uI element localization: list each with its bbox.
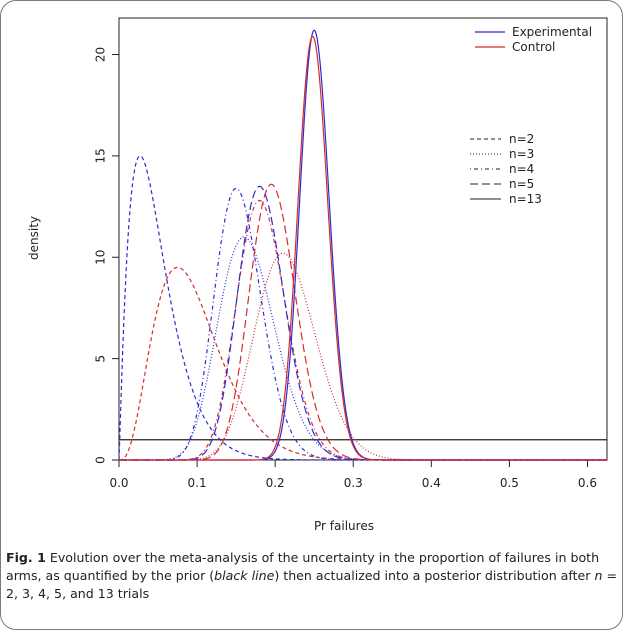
- x-axis-label: Pr failures: [314, 519, 374, 533]
- x-tick-label-2: 0.2: [266, 476, 285, 490]
- caption-text-1: Evolution over the meta-analysis of the …: [6, 550, 600, 583]
- legend-trial-label-0: n=2: [509, 132, 534, 146]
- legend-trial-label-1: n=3: [509, 147, 534, 161]
- density-chart: 0.0 0.1 0.2 0.3 0.4 0.5 0.6 0 5 10 15 20 Experiment…: [27, 17, 608, 533]
- legend-trial-label-2: n=4: [509, 162, 534, 176]
- y-tick-label-0: 0: [94, 456, 108, 464]
- x-tick-label-6: 0.6: [578, 476, 597, 490]
- x-tick-label-3: 0.3: [344, 476, 363, 490]
- legend-trial-label-4: n=13: [509, 192, 542, 206]
- y-axis-label: density: [27, 216, 41, 260]
- curve-experimental-n13: [119, 29, 607, 461]
- curve-control-n4: [119, 199, 607, 461]
- x-tick-label-4: 0.4: [422, 476, 441, 490]
- curve-control-n3: [119, 252, 607, 461]
- x-tick-label-5: 0.5: [500, 476, 519, 490]
- y-tick-label-1: 5: [94, 355, 108, 363]
- curve-control-n2: [118, 266, 607, 461]
- plot-box: [118, 17, 608, 461]
- curve-control-n5: [119, 183, 607, 461]
- caption-figure-label: Fig. 1: [6, 550, 46, 565]
- caption-n: n: [594, 568, 603, 583]
- x-tick-label-0: 0.0: [109, 476, 128, 490]
- y-tick-label-4: 20: [94, 47, 108, 62]
- curve-experimental-n4: [119, 187, 607, 461]
- legend-trial-label-3: n=5: [509, 177, 534, 191]
- caption-black-line: black line: [214, 568, 275, 583]
- x-tick-label-1: 0.1: [188, 476, 207, 490]
- figure-caption: Fig. 1 Evolution over the meta-analysis …: [6, 549, 618, 603]
- legend-arm-label-1: Control: [512, 40, 555, 54]
- y-tick-label-3: 15: [94, 148, 108, 163]
- legend-arm-label-0: Experimental: [512, 25, 592, 39]
- caption-text-3: = 2, 3, 4, 5, and 13 trials: [6, 568, 618, 601]
- caption-text-2: ) then actualized into a posterior distr…: [274, 568, 595, 583]
- curve-experimental-n5: [119, 185, 607, 461]
- curve-control-n13: [119, 35, 607, 461]
- y-tick-label-2: 10: [94, 250, 108, 265]
- curve-experimental-n3: [119, 236, 607, 461]
